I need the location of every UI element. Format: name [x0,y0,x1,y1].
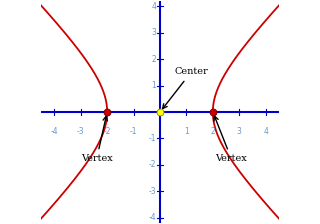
Text: -1: -1 [148,134,156,143]
Text: -1: -1 [130,127,137,136]
Text: 3: 3 [151,28,156,37]
Text: 2: 2 [151,55,156,64]
Text: 4: 4 [151,2,156,11]
Text: 1: 1 [184,127,189,136]
Text: Center: Center [163,67,208,109]
Text: -3: -3 [148,187,156,196]
Text: 1: 1 [151,81,156,90]
Text: 3: 3 [237,127,242,136]
Text: Vertex: Vertex [214,116,247,163]
Text: -3: -3 [77,127,84,136]
Text: Vertex: Vertex [81,116,113,163]
Text: -2: -2 [103,127,111,136]
Text: -2: -2 [148,160,156,169]
Text: -4: -4 [148,213,156,222]
Text: -4: -4 [51,127,58,136]
Text: 4: 4 [263,127,268,136]
Text: 2: 2 [211,127,215,136]
